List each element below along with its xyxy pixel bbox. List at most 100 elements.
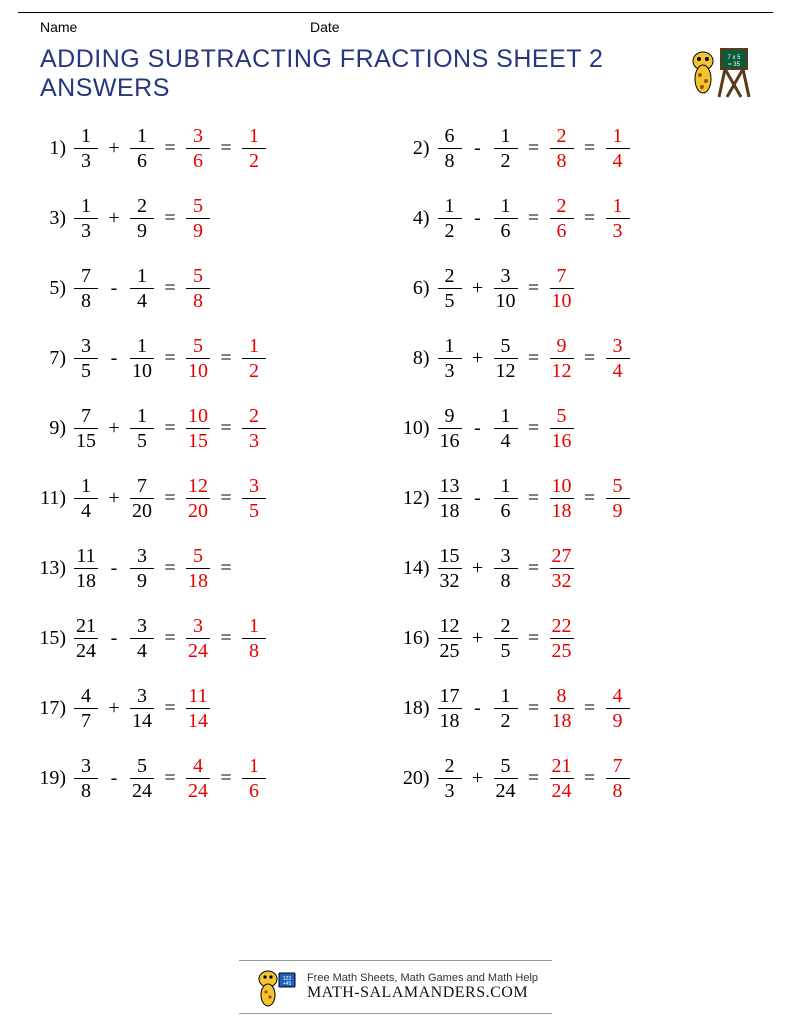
equals-sign: = [156,137,184,160]
operand-fraction: 524 [128,756,156,801]
equals-sign: = [156,207,184,230]
denominator: 8 [249,639,259,661]
numerator: 2 [445,266,455,288]
numerator: 1 [249,336,259,358]
equals-sign: = [156,277,184,300]
equals-sign: = [520,487,548,510]
numerator: 3 [81,336,91,358]
problem-row: 17)47+314=111418)1718-12=818=49 [18,673,773,743]
operand-fraction: 16 [128,126,156,171]
problem-number: 5) [32,277,72,300]
denominator: 25 [552,639,572,661]
numerator: 1 [137,266,147,288]
equals-sign: = [520,207,548,230]
denominator: 6 [137,149,147,171]
numerator: 11 [76,546,95,568]
numerator: 22 [552,616,572,638]
equals-sign: = [156,487,184,510]
problem-row: 13)1118-39=518=14)1532+38=2732 [18,533,773,603]
problem-cell: 14)1532+38=2732 [396,533,760,603]
equals-sign: = [576,487,604,510]
operator: + [100,207,128,230]
equals-sign: = [520,347,548,370]
answer-fraction: 1220 [184,476,212,521]
denominator: 18 [188,569,208,591]
denominator: 4 [137,289,147,311]
numerator: 1 [81,476,91,498]
problem-cell: 5)78-14=58 [32,253,396,323]
denominator: 15 [76,429,96,451]
denominator: 4 [137,639,147,661]
answer-fraction: 12 [240,126,268,171]
operand-fraction: 23 [436,756,464,801]
answer-fraction: 818 [548,686,576,731]
denominator: 2 [249,359,259,381]
problem-row: 15)2124-34=324=1816)1225+25=2225 [18,603,773,673]
numerator: 1 [613,126,623,148]
operator: - [100,347,128,370]
problem-number: 4) [396,207,436,230]
numerator: 1 [501,196,511,218]
denominator: 25 [440,639,460,661]
problem-number: 17) [32,697,72,720]
denominator: 4 [613,149,623,171]
numerator: 1 [445,336,455,358]
problem-number: 19) [32,767,72,790]
denominator: 24 [496,779,516,801]
numerator: 3 [81,756,91,778]
denominator: 8 [193,289,203,311]
numerator: 2 [501,616,511,638]
operand-fraction: 25 [436,266,464,311]
problem-row: 11)14+720=1220=3512)1318-16=1018=59 [18,463,773,533]
answer-fraction: 23 [240,406,268,451]
numerator: 5 [193,266,203,288]
numerator: 3 [613,336,623,358]
numerator: 5 [613,476,623,498]
svg-text:+45: +45 [283,981,292,987]
answer-fraction: 35 [240,476,268,521]
problem-cell: 16)1225+25=2225 [396,603,760,673]
operand-fraction: 524 [492,756,520,801]
denominator: 9 [137,569,147,591]
problem-number: 10) [396,417,436,440]
answer-fraction: 34 [604,336,632,381]
denominator: 3 [613,219,623,241]
answer-fraction: 78 [604,756,632,801]
numerator: 1 [445,196,455,218]
operand-fraction: 1318 [436,476,464,521]
numerator: 2 [249,406,259,428]
numerator: 5 [501,756,511,778]
equals-sign: = [212,767,240,790]
svg-text:7 x 5: 7 x 5 [727,55,741,61]
footer-salamander-icon: 123 +45 [253,967,297,1007]
answer-fraction: 424 [184,756,212,801]
operand-fraction: 12 [492,126,520,171]
operator: - [464,137,492,160]
answer-fraction: 58 [184,266,212,311]
numerator: 1 [81,196,91,218]
operand-fraction: 720 [128,476,156,521]
answer-fraction: 2225 [548,616,576,661]
problem-cell: 19)38-524=424=16 [32,743,396,813]
denominator: 24 [132,779,152,801]
problem-cell: 17)47+314=1114 [32,673,396,743]
problem-cell: 12)1318-16=1018=59 [396,463,760,533]
denominator: 16 [552,429,572,451]
problem-cell: 4)12-16=26=13 [396,183,760,253]
operator: + [464,557,492,580]
problem-cell: 1)13+16=36=12 [32,113,396,183]
answer-fraction: 1018 [548,476,576,521]
page-title: ADDING SUBTRACTING FRACTIONS SHEET 2 ANS… [40,45,689,103]
operator: + [464,347,492,370]
denominator: 4 [81,499,91,521]
denominator: 3 [445,359,455,381]
problem-row: 19)38-524=424=1620)23+524=2124=78 [18,743,773,813]
denominator: 18 [76,569,96,591]
equals-sign: = [520,627,548,650]
problem-number: 6) [396,277,436,300]
equals-sign: = [576,207,604,230]
equals-sign: = [156,697,184,720]
operand-fraction: 110 [128,336,156,381]
problem-number: 2) [396,137,436,160]
operator: + [100,697,128,720]
